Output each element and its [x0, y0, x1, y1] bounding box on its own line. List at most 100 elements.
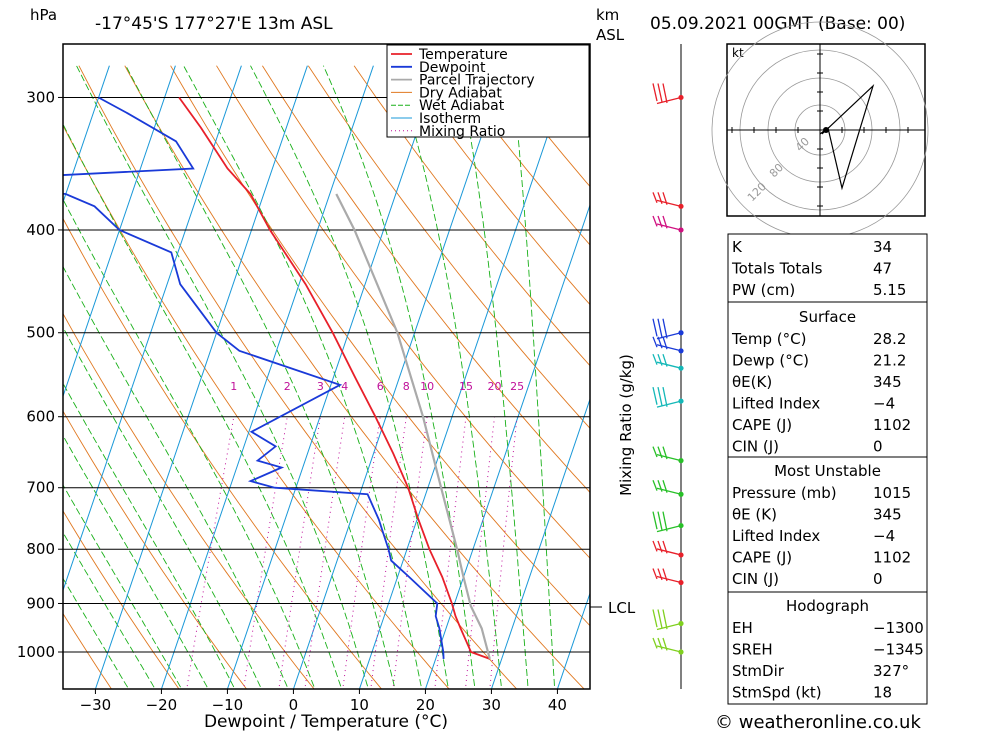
x-tick-label: −20: [146, 696, 178, 714]
wind-level-dot: [678, 580, 683, 585]
wind-barb-feather: [653, 480, 657, 490]
table-row-value: −1300: [873, 619, 924, 637]
wind-barb-feather: [653, 337, 657, 347]
wind-barb-feather: [658, 216, 662, 227]
wind-barb-feather: [653, 610, 657, 628]
isotherm-line: [423, 66, 637, 696]
wind-level-dot: [678, 95, 683, 100]
wind-barb-feather: [663, 610, 667, 630]
table-row-label: Lifted Index: [732, 527, 820, 545]
mixing-ratio-line: [392, 417, 427, 696]
wind-barb-feather: [658, 541, 662, 552]
copyright-label: © weatheronline.co.uk: [715, 712, 921, 733]
wind-barb-feather: [653, 447, 657, 457]
table-row-label: SREH: [732, 641, 773, 659]
mixing-ratio-label: 20: [488, 380, 502, 393]
table-row-value: −1345: [873, 641, 924, 659]
table-row-value: −4: [873, 395, 895, 413]
isotherm-line: [27, 66, 241, 696]
wet-adiabat-line: [0, 162, 159, 696]
wind-barb-feather: [658, 638, 662, 649]
table-row-value: 34: [873, 238, 892, 256]
mixing-ratio-axis-label: Mixing Ratio (g/kg): [617, 354, 635, 496]
mixing-ratio-line: [370, 417, 406, 696]
mixing-ratio-label: 10: [420, 380, 434, 393]
wind-level-dot: [678, 227, 683, 232]
hodograph-unit-label: kt: [732, 46, 744, 60]
wind-level-dot: [678, 552, 683, 557]
table-row-label: Totals Totals: [731, 260, 823, 278]
table-row-value: 345: [873, 373, 902, 391]
wind-barb-feather: [658, 447, 662, 458]
mixing-ratio-label: 1: [230, 380, 237, 393]
wind-barb-feather: [658, 569, 662, 580]
km-unit-label: km: [596, 6, 619, 24]
table-row-label: θE(K): [732, 373, 772, 391]
y-tick-label: 300: [26, 88, 55, 106]
table-row-value: 18: [873, 684, 892, 702]
wind-barb-feather: [653, 354, 657, 364]
wind-level-dot: [678, 398, 683, 403]
wind-barb-feather: [658, 192, 662, 203]
dewpoint-line: [0, 98, 444, 659]
wind-level-dot: [678, 330, 683, 335]
table-row-label: Temp (°C): [731, 330, 806, 348]
wind-barb-feather: [658, 319, 662, 338]
wind-level-dot: [678, 366, 683, 371]
dry-adiabat-line: [79, 66, 523, 696]
table-row-value: 0: [873, 570, 883, 588]
dry-adiabat-line: [171, 66, 659, 696]
wet-adiabat-line: [34, 66, 344, 696]
mixing-ratio-label: 2: [284, 380, 291, 393]
mixing-ratio-lines: [186, 417, 517, 696]
wind-barb-feather: [658, 354, 662, 365]
table-row-label: PW (cm): [732, 281, 795, 299]
y-tick-label: 400: [26, 221, 55, 239]
location-title: -17°45'S 177°27'E 13m ASL: [95, 14, 333, 34]
wind-barb-feather: [653, 387, 657, 405]
mixing-ratio-label: 6: [377, 380, 384, 393]
wet-adiabat-line: [395, 66, 503, 696]
wind-barb-feather: [653, 569, 657, 579]
y-tick-label: 600: [26, 408, 55, 426]
table-row-label: Lifted Index: [732, 395, 820, 413]
wind-barb-feather: [663, 512, 667, 532]
table-row-value: 345: [873, 506, 902, 524]
lcl-label: LCL: [608, 599, 636, 617]
mixing-ratio-label: 4: [341, 380, 348, 393]
wind-barb-feather: [663, 83, 667, 103]
wind-barb-feather: [653, 512, 657, 530]
x-tick-label: 40: [548, 696, 567, 714]
wind-barb-feather: [658, 83, 662, 102]
mixing-ratio-line: [434, 417, 466, 696]
wind-barb-feather: [663, 387, 667, 407]
x-tick-label: 30: [482, 696, 501, 714]
wind-level-dot: [678, 649, 683, 654]
mixing-ratio-line: [342, 417, 380, 696]
mixing-ratio-line: [186, 417, 234, 696]
wind-barb-feather: [653, 216, 657, 226]
table-row-value: −4: [873, 527, 895, 545]
mixing-ratio-label: 25: [510, 380, 524, 393]
wind-level-dot: [678, 621, 683, 626]
table-row-value: 327°: [873, 662, 909, 680]
wind-barb-feather: [658, 480, 662, 491]
dry-adiabat-line: [33, 66, 455, 696]
table-row-value: 1102: [873, 549, 911, 567]
y-tick-label: 800: [26, 540, 55, 558]
mixing-ratio-line: [465, 417, 495, 696]
wind-barb-feather: [653, 319, 657, 337]
wind-level-dot: [678, 523, 683, 528]
isotherm-line: [93, 66, 307, 696]
table-row-label: K: [732, 238, 743, 256]
table-row-label: CIN (J): [732, 438, 779, 456]
wind-barb-feather: [653, 541, 657, 551]
table-row-label: CIN (J): [732, 570, 779, 588]
asl-unit-label: ASL: [596, 26, 625, 44]
table-row-label: StmDir: [732, 662, 785, 680]
y-tick-label: 900: [26, 594, 55, 612]
table-row-value: 1015: [873, 484, 911, 502]
table-row-label: Dewp (°C): [732, 352, 809, 370]
